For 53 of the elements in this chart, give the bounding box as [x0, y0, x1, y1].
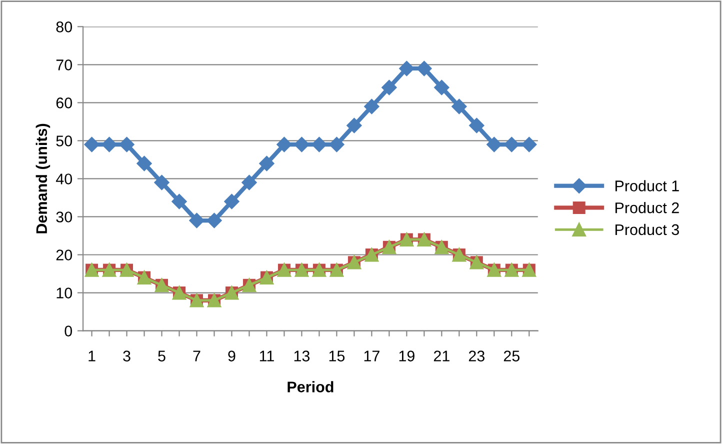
y-axis-title: Demand (units): [36, 124, 50, 234]
point: [312, 136, 327, 152]
x-tick-label: 7: [193, 350, 200, 362]
point: [189, 212, 204, 228]
point: [172, 194, 187, 210]
point: [259, 156, 274, 172]
y-tick-label: 10: [56, 288, 72, 298]
x-tick-label: 21: [434, 350, 450, 362]
x-tick-label: 1: [88, 350, 96, 362]
legend-label: Product 2: [615, 202, 679, 214]
y-tick-label: 60: [56, 98, 72, 108]
point: [119, 136, 134, 152]
y-tick-label: 50: [56, 136, 72, 146]
point: [522, 136, 537, 152]
point: [382, 80, 397, 96]
point: [84, 136, 100, 152]
point: [504, 136, 520, 152]
x-tick-label: 25: [504, 350, 520, 362]
y-tick-label: 20: [56, 250, 72, 260]
x-tick-label: 13: [294, 350, 310, 362]
point: [469, 118, 484, 134]
point: [136, 156, 152, 172]
legend-label: Product 3: [615, 224, 679, 236]
point: [399, 60, 414, 76]
y-tick-label: 40: [56, 174, 72, 184]
x-tick-label: 9: [228, 350, 236, 362]
point: [224, 194, 240, 210]
y-tick-label: 0: [64, 326, 72, 336]
point: [329, 136, 344, 152]
legend-label: Product 1: [615, 180, 679, 192]
point: [102, 136, 117, 152]
point: [486, 136, 502, 152]
x-tick-label: 15: [329, 350, 345, 362]
point: [294, 136, 310, 152]
x-tick-label: 11: [260, 350, 274, 362]
x-axis-title: Period: [288, 381, 334, 392]
x-tick-label: 3: [123, 350, 130, 362]
point: [452, 98, 467, 114]
x-tick-label: 5: [158, 350, 166, 362]
x-tick-label: 23: [468, 350, 484, 362]
point: [416, 60, 432, 76]
x-tick-label: 17: [364, 350, 380, 362]
point: [346, 118, 362, 134]
point: [364, 98, 380, 114]
y-tick-label: 80: [56, 22, 72, 32]
point: [206, 212, 222, 228]
point: [434, 80, 450, 96]
y-tick-label: 70: [56, 60, 72, 70]
y-tick-label: 30: [56, 212, 72, 222]
point: [242, 174, 257, 190]
point: [276, 136, 292, 152]
point: [154, 174, 170, 190]
x-tick-label: 19: [399, 350, 414, 362]
